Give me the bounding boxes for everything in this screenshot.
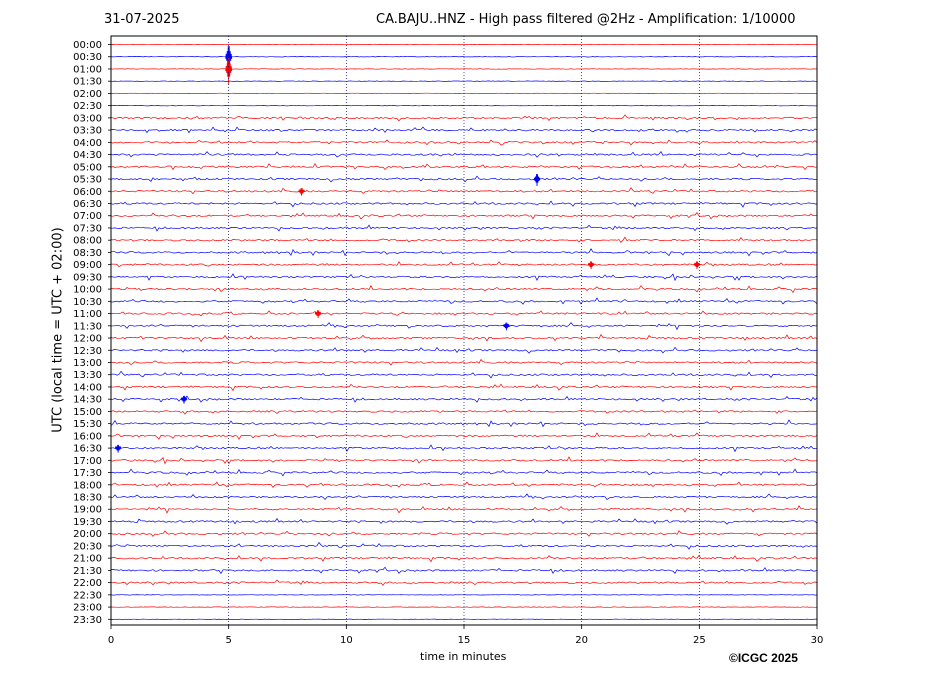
row-label-1730: 17:30	[73, 468, 102, 479]
row-label-0430: 04:30	[73, 150, 102, 161]
row-label-0400: 04:00	[73, 138, 102, 149]
trace-row-1100	[110, 310, 818, 317]
row-label-1930: 19:30	[73, 517, 102, 528]
row-label-1830: 18:30	[73, 493, 102, 504]
row-label-0200: 02:00	[73, 89, 102, 100]
row-label-0300: 03:00	[73, 113, 102, 124]
event-mark-3	[298, 187, 305, 196]
row-label-0830: 08:30	[73, 248, 102, 259]
row-label-0800: 08:00	[73, 236, 102, 247]
event-mark-4	[587, 261, 595, 270]
row-label-2200: 22:00	[73, 578, 102, 589]
x-tick-label-20: 20	[575, 635, 588, 646]
row-label-0630: 06:30	[73, 199, 102, 210]
row-label-0330: 03:30	[73, 126, 102, 137]
row-label-0030: 00:30	[73, 52, 102, 63]
row-label-1430: 14:30	[73, 395, 102, 406]
plot-frame	[110, 35, 818, 626]
row-label-1630: 16:30	[73, 444, 102, 455]
row-label-2100: 21:00	[73, 554, 102, 565]
event-mark-2	[533, 173, 541, 187]
row-label-0900: 09:00	[73, 260, 102, 271]
trace-row-1830	[110, 493, 818, 501]
trace-row-0430	[110, 150, 818, 158]
x-axis-label: time in minutes	[420, 650, 507, 663]
row-label-1800: 18:00	[73, 480, 102, 491]
trace-row-1800	[110, 481, 818, 488]
trace-row-0700	[110, 212, 818, 220]
row-label-0530: 05:30	[73, 175, 102, 186]
trace-row-1500	[110, 409, 818, 415]
copyright-label: ©ICGC 2025	[729, 651, 798, 665]
row-label-0000: 00:00	[73, 40, 102, 51]
x-tick-label-30: 30	[811, 635, 824, 646]
row-label-0700: 07:00	[73, 211, 102, 222]
trace-row-1930	[110, 517, 818, 525]
row-label-1600: 16:00	[73, 431, 102, 442]
trace-row-1130	[110, 322, 818, 331]
event-mark-7	[503, 322, 510, 331]
row-label-2330: 23:30	[73, 615, 102, 626]
row-label-0730: 07:30	[73, 223, 102, 234]
row-label-1100: 11:00	[73, 309, 102, 320]
trace-row-1030	[111, 297, 818, 305]
event-mark-9	[114, 444, 122, 453]
row-label-0500: 05:00	[73, 162, 102, 173]
row-label-0130: 01:30	[73, 77, 102, 88]
row-label-0600: 06:00	[73, 187, 102, 198]
row-label-2130: 21:30	[73, 566, 102, 577]
event-mark-5	[693, 261, 701, 270]
trace-row-0600	[110, 187, 818, 195]
trace-row-1200	[110, 333, 818, 343]
trace-row-0630	[110, 200, 817, 208]
trace-row-0500	[110, 162, 818, 171]
row-label-1400: 14:00	[73, 382, 102, 393]
row-label-2000: 20:00	[73, 529, 102, 540]
row-label-1000: 10:00	[73, 285, 102, 296]
chart-title: CA.BAJU..HNZ - High pass filtered @2Hz -…	[376, 12, 796, 27]
vertical-gridlines	[228, 36, 700, 625]
row-label-1530: 15:30	[73, 419, 102, 430]
trace-row-2330	[110, 618, 817, 620]
event-mark-6	[314, 310, 322, 319]
row-label-1230: 12:30	[73, 346, 102, 357]
trace-row-1900	[110, 505, 818, 514]
row-label-0100: 01:00	[73, 64, 102, 75]
row-label-1330: 13:30	[73, 370, 102, 381]
row-label-1200: 12:00	[73, 334, 102, 345]
x-tick-label-15: 15	[458, 635, 471, 646]
row-label-1700: 17:00	[73, 456, 102, 467]
row-label-1130: 11:30	[73, 321, 102, 332]
row-label-0930: 09:30	[73, 272, 102, 283]
date-label: 31-07-2025	[104, 12, 180, 27]
row-label-2030: 20:30	[73, 541, 102, 552]
x-axis-ticks: 0 5 10 15 20 25 30	[108, 625, 824, 646]
event-mark-8	[180, 395, 188, 404]
row-label-1300: 13:00	[73, 358, 102, 369]
x-tick-label-5: 5	[225, 635, 231, 646]
row-label-1500: 15:00	[73, 407, 102, 418]
row-label-2300: 23:00	[73, 603, 102, 614]
trace-group	[110, 43, 818, 620]
row-label-1030: 10:30	[73, 297, 102, 308]
x-tick-label-25: 25	[693, 635, 706, 646]
x-tick-label-0: 0	[108, 635, 114, 646]
row-label-2230: 22:30	[73, 590, 102, 601]
trace-row-1230	[110, 346, 818, 354]
trace-row-0030	[110, 56, 818, 58]
y-axis-label: UTC (local time = UTC + 02:00)	[50, 227, 66, 433]
row-label-1900: 19:00	[73, 505, 102, 516]
x-tick-label-10: 10	[340, 635, 353, 646]
row-label-0230: 02:30	[73, 101, 102, 112]
